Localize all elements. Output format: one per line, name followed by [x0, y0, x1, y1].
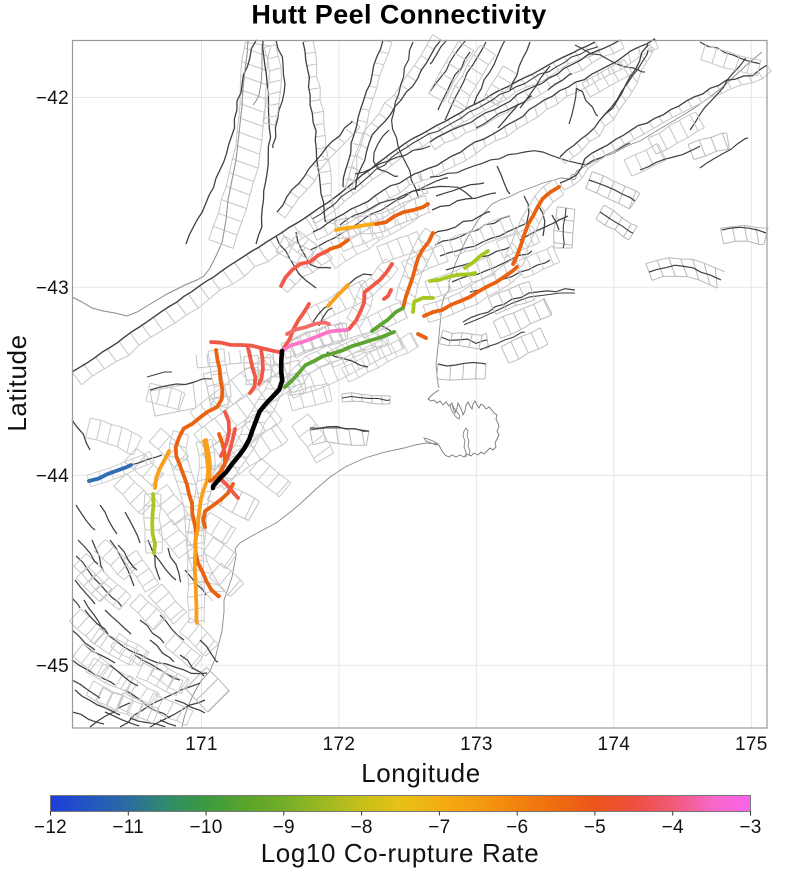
svg-text:−12: −12	[34, 817, 67, 838]
svg-text:−9: −9	[273, 817, 295, 838]
svg-text:−8: −8	[350, 817, 372, 838]
svg-text:−44: −44	[36, 466, 69, 487]
svg-text:−4: −4	[662, 817, 684, 838]
svg-text:175: 175	[735, 734, 768, 755]
svg-text:−3: −3	[739, 817, 761, 838]
svg-text:−5: −5	[584, 817, 606, 838]
svg-text:−42: −42	[36, 88, 69, 109]
svg-text:173: 173	[460, 734, 493, 755]
svg-text:−7: −7	[428, 817, 450, 838]
svg-text:174: 174	[597, 734, 630, 755]
svg-text:−45: −45	[36, 656, 69, 677]
svg-text:171: 171	[185, 734, 218, 755]
svg-text:−11: −11	[112, 817, 144, 838]
svg-text:−10: −10	[190, 817, 223, 838]
svg-text:Log10 Co-rupture Rate: Log10 Co-rupture Rate	[261, 838, 540, 868]
svg-text:Hutt Peel Connectivity: Hutt Peel Connectivity	[251, 0, 546, 30]
svg-text:Latitude: Latitude	[2, 334, 32, 431]
svg-text:−6: −6	[506, 817, 528, 838]
svg-text:Longitude: Longitude	[361, 758, 481, 788]
svg-text:−43: −43	[36, 278, 69, 299]
svg-text:172: 172	[323, 734, 356, 755]
